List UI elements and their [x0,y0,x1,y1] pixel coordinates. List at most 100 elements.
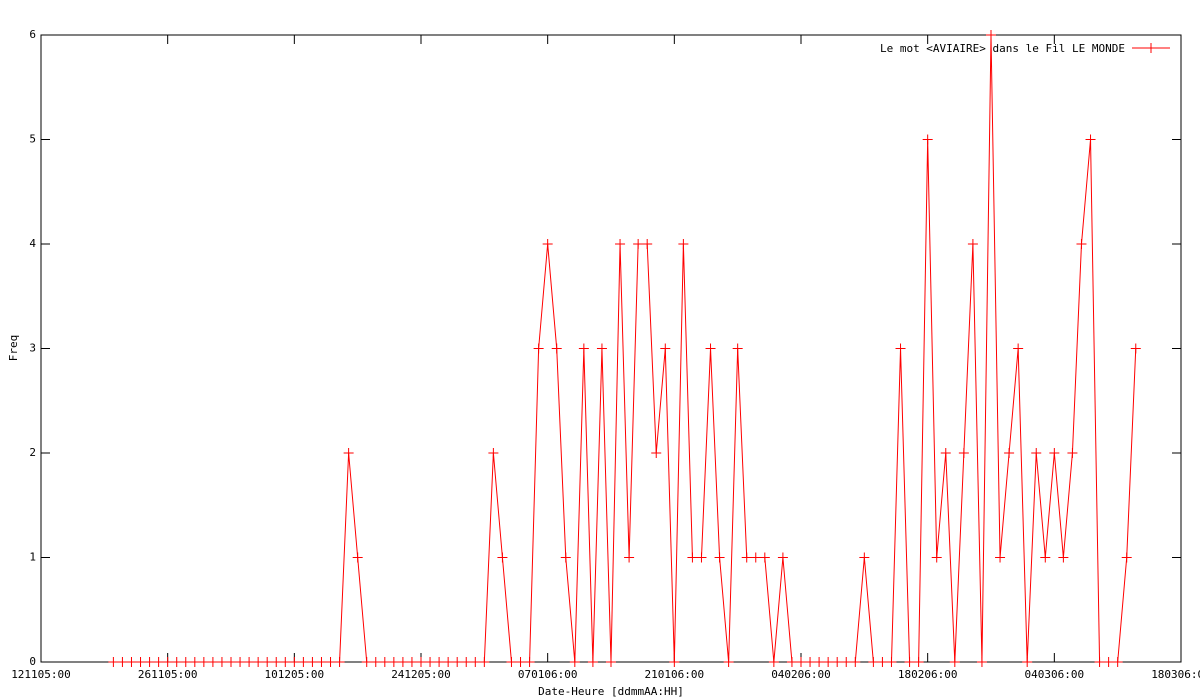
point-marker [714,552,725,563]
point-marker [859,552,870,563]
point-marker [967,239,978,249]
point-marker [768,657,779,667]
point-marker [651,448,662,458]
point-marker [1121,552,1132,563]
point-marker [1004,448,1015,458]
point-marker [135,657,146,667]
point-marker [280,657,291,667]
y-tick-label: 4 [29,237,36,250]
x-tick-label: 210106:00 [645,668,705,681]
point-marker [759,552,770,563]
point-marker [986,30,996,40]
point-marker [443,657,454,667]
point-marker [777,552,788,563]
point-marker [497,552,508,563]
point-marker [361,657,372,667]
point-marker [1085,134,1096,145]
point-marker [334,657,345,667]
point-marker [189,657,200,667]
data-line [113,34,1137,663]
x-tick-label: 180306:00 [1151,668,1200,681]
point-marker [461,657,472,667]
point-marker [587,657,598,667]
point-marker [669,657,680,667]
point-marker [660,343,671,354]
point-marker [823,657,834,667]
point-marker [895,343,906,354]
point-marker [479,657,490,667]
x-tick-label: 241205:00 [391,668,451,681]
point-marker [180,657,191,667]
point-marker [216,657,227,667]
point-marker [1130,343,1141,354]
point-marker [425,657,436,667]
point-marker [117,657,128,667]
point-marker [1067,448,1078,458]
x-tick-label: 040306:00 [1025,668,1085,681]
point-marker [198,657,209,667]
point-marker [814,657,825,667]
point-marker [416,657,426,667]
point-marker [162,657,173,667]
point-marker [388,657,399,667]
point-marker [470,657,481,667]
point-marker [1094,657,1105,667]
point-marker [126,657,137,667]
point-marker [850,657,861,667]
point-marker [913,657,924,667]
point-marker [542,239,553,249]
point-marker [723,657,734,667]
point-marker [370,657,381,667]
point-marker [596,343,607,354]
point-marker [931,552,942,563]
point-marker [642,239,653,249]
point-marker [732,343,743,354]
x-tick-label: 121105:00 [11,668,71,681]
point-marker [886,657,897,667]
point-marker [904,657,915,667]
x-tick-label: 101205:00 [265,668,325,681]
point-marker [578,343,589,354]
point-marker [678,239,689,249]
point-marker [207,657,218,667]
point-marker [1076,239,1087,249]
point-marker [298,657,309,667]
y-axis-label: Freq [7,335,20,362]
point-marker [841,657,852,667]
point-marker [750,552,761,563]
point-marker [687,552,698,563]
x-axis-label: Date-Heure [ddmmAA:HH] [538,685,684,698]
point-marker [569,657,580,667]
y-tick-label: 5 [29,133,36,146]
x-tick-label: 070106:00 [518,668,578,681]
point-marker [1040,552,1051,563]
point-marker [108,657,119,667]
point-marker [226,657,236,667]
point-marker [551,343,562,354]
point-marker [1022,657,1033,667]
point-marker [922,134,933,145]
point-marker [343,448,354,458]
point-marker [171,657,182,667]
y-tick-label: 2 [29,446,36,459]
point-marker [316,657,327,667]
point-marker [868,657,879,667]
legend-label: Le mot <AVIAIRE> dans le Fil LE MONDE [880,42,1125,55]
point-marker [271,657,282,667]
point-marker [995,552,1006,563]
point-marker [958,448,969,458]
point-marker [606,657,616,667]
point-marker [624,552,635,563]
point-marker [741,552,752,563]
point-marker [533,343,544,354]
point-marker [1103,657,1114,667]
point-marker [253,657,264,667]
point-marker [1058,552,1069,563]
point-marker [524,657,535,667]
point-marker [786,657,797,667]
point-marker [515,657,526,667]
point-marker [379,657,390,667]
point-marker [1031,448,1042,458]
point-marker [696,552,707,563]
